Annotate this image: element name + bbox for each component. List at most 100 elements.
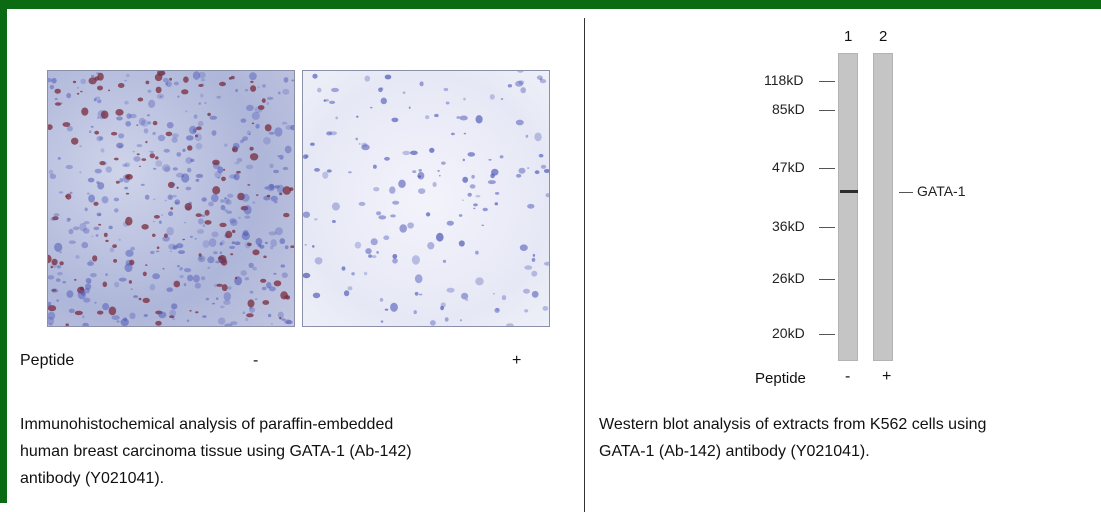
cell-nucleus <box>310 143 315 146</box>
cell-nucleus <box>508 84 512 87</box>
cell-nucleus <box>493 293 495 294</box>
cell-nucleus <box>50 85 54 89</box>
cell-nucleus <box>520 244 528 251</box>
cell-nucleus <box>224 292 231 301</box>
ihc-image-without-peptide <box>47 70 295 327</box>
cell-nucleus <box>271 323 273 325</box>
blot-peptide-label: Peptide <box>755 370 806 387</box>
cell-nucleus <box>181 173 189 182</box>
cell-nucleus <box>66 93 71 98</box>
cell-nucleus <box>459 214 463 217</box>
cell-nucleus <box>103 282 108 288</box>
cell-nucleus <box>425 115 429 119</box>
cell-nucleus <box>426 212 430 216</box>
cell-nucleus <box>532 291 539 298</box>
cell-nucleus <box>262 300 269 305</box>
cell-nucleus <box>66 194 72 200</box>
cell-nucleus <box>285 245 289 249</box>
cell-nucleus <box>204 220 211 225</box>
cell-nucleus <box>516 120 524 126</box>
cell-nucleus <box>238 217 241 219</box>
cell-nucleus <box>227 194 233 198</box>
cell-nucleus <box>218 177 220 179</box>
cell-nucleus <box>133 156 140 162</box>
cell-nucleus <box>229 246 235 249</box>
cell-nucleus <box>116 117 123 121</box>
cell-nucleus <box>252 249 259 255</box>
cell-nucleus <box>74 279 76 281</box>
cell-nucleus <box>241 139 244 142</box>
cell-nucleus <box>201 78 206 81</box>
cell-nucleus <box>283 213 289 217</box>
cell-nucleus <box>114 158 119 161</box>
cell-nucleus <box>263 256 266 259</box>
cell-nucleus <box>207 267 210 269</box>
cell-nucleus <box>305 244 307 246</box>
band-label-tick <box>899 192 913 193</box>
cell-nucleus <box>461 293 468 300</box>
cell-nucleus <box>177 96 179 98</box>
blot-caption-line: GATA-1 (Ab-142) antibody (Y021041). <box>599 438 986 465</box>
cell-nucleus <box>410 151 418 155</box>
cell-nucleus <box>88 178 95 183</box>
cell-nucleus <box>312 74 317 79</box>
cell-nucleus <box>56 299 59 301</box>
cell-nucleus <box>312 245 314 248</box>
cell-nucleus <box>252 112 260 120</box>
cell-nucleus <box>208 202 214 207</box>
gata1-band <box>840 190 858 193</box>
cell-nucleus <box>202 315 206 318</box>
cell-nucleus <box>490 94 495 100</box>
cell-nucleus <box>291 80 294 82</box>
cell-nucleus <box>255 298 258 300</box>
cell-nucleus <box>317 88 321 93</box>
cell-nucleus <box>473 203 478 206</box>
cell-nucleus <box>166 81 172 87</box>
cell-nucleus <box>290 245 294 248</box>
cell-nucleus <box>501 98 504 100</box>
cell-nucleus <box>109 307 117 316</box>
cell-nucleus <box>165 200 167 202</box>
marker-tick <box>819 168 835 169</box>
cell-nucleus <box>419 294 423 296</box>
cell-nucleus <box>114 208 119 212</box>
cell-nucleus <box>153 121 158 125</box>
cell-nucleus <box>169 197 171 198</box>
cell-nucleus <box>391 118 398 123</box>
cell-nucleus <box>50 174 56 179</box>
cell-nucleus <box>133 151 135 153</box>
cell-nucleus <box>54 213 60 217</box>
cell-nucleus <box>258 244 262 247</box>
cell-nucleus <box>62 281 66 283</box>
cell-nucleus <box>66 323 69 326</box>
cell-nucleus <box>243 311 246 314</box>
cell-nucleus <box>256 194 259 196</box>
cell-nucleus <box>56 278 61 282</box>
cell-nucleus <box>230 219 238 226</box>
cell-nucleus <box>445 317 449 321</box>
cell-nucleus <box>284 77 289 83</box>
cell-nucleus <box>48 302 51 306</box>
cell-nucleus <box>269 132 275 135</box>
cell-nucleus <box>51 288 58 293</box>
cell-nucleus <box>130 247 135 251</box>
cell-nucleus <box>378 215 386 219</box>
cell-nucleus <box>80 287 84 291</box>
cell-nucleus <box>471 175 475 179</box>
cell-nucleus <box>97 73 104 81</box>
cell-nucleus <box>144 128 149 133</box>
cell-nucleus <box>166 132 173 137</box>
cell-nucleus <box>361 143 367 147</box>
cell-nucleus <box>226 211 232 214</box>
cell-nucleus <box>262 84 266 87</box>
cell-nucleus <box>365 76 371 82</box>
cell-nucleus <box>170 251 172 252</box>
cell-nucleus <box>247 184 250 186</box>
cell-nucleus <box>246 105 254 111</box>
cell-nucleus <box>211 194 219 202</box>
cell-nucleus <box>488 159 491 161</box>
cell-nucleus <box>283 167 289 170</box>
cell-nucleus <box>451 133 455 136</box>
cell-nucleus <box>241 270 247 276</box>
cell-nucleus <box>187 275 193 282</box>
